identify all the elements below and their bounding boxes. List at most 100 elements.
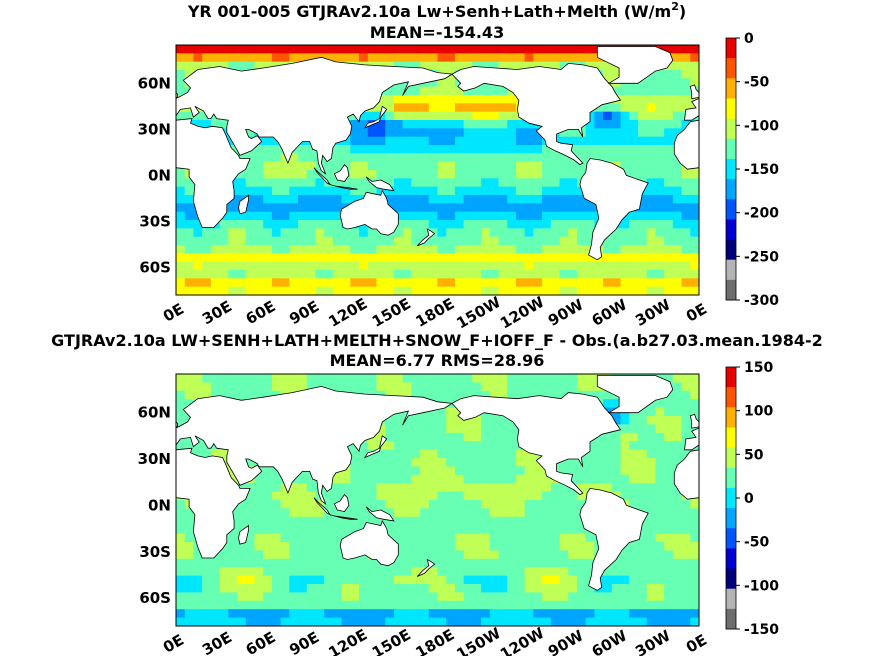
- map2-cell: [559, 575, 569, 585]
- map1-cell: [254, 220, 264, 229]
- map2-cell: [411, 600, 421, 610]
- map2-cell: [193, 550, 203, 560]
- map1-cell: [411, 120, 421, 129]
- map2-cell: [298, 567, 308, 577]
- map1-cell: [603, 236, 613, 246]
- map1-cell: [664, 86, 674, 96]
- map1-cell: [289, 178, 299, 188]
- map2-cell: [507, 542, 517, 551]
- map1-cell: [603, 145, 613, 154]
- map2-cell: [271, 584, 282, 593]
- map1-land-namerica: [451, 62, 622, 166]
- map1-cell: [515, 161, 526, 171]
- map1-cell: [446, 78, 456, 88]
- map2-cell: [489, 424, 500, 434]
- map1-cell: [324, 45, 334, 54]
- map1-cell: [672, 61, 683, 71]
- map1-cell: [646, 78, 657, 88]
- map1-cell: [664, 145, 674, 154]
- map2-cell: [507, 592, 517, 602]
- map1-cell: [681, 86, 691, 96]
- map1-cell: [454, 161, 465, 171]
- map1-cell: [515, 236, 526, 246]
- map2-cell: [376, 466, 386, 476]
- map1-cell: [690, 278, 699, 288]
- map1-cell: [515, 261, 526, 271]
- map2-cell: [411, 617, 421, 626]
- map1-cell: [219, 261, 229, 271]
- map2-cell: [263, 382, 273, 392]
- map1-cell: [672, 228, 683, 238]
- map1-cell: [437, 278, 447, 288]
- map1-cell: [324, 245, 334, 254]
- map1-cell: [428, 245, 439, 254]
- map1-cell: [393, 145, 404, 154]
- map1-cell: [481, 128, 491, 138]
- map2-cell: [420, 500, 430, 509]
- map2-cell: [376, 516, 386, 526]
- map1-cell: [681, 45, 691, 54]
- map2-cell: [202, 567, 212, 577]
- cbar2-swatch: [726, 407, 736, 428]
- map2-cell: [629, 542, 639, 551]
- map1-cell: [472, 95, 482, 104]
- map2-cell: [690, 542, 699, 551]
- map1-cell: [637, 228, 648, 238]
- map1-cell: [245, 178, 256, 188]
- map2-cell: [585, 466, 595, 476]
- map1-cell: [184, 286, 195, 295]
- map1-cell: [646, 128, 657, 138]
- map1-cell: [315, 286, 325, 295]
- map1-cell: [428, 220, 439, 229]
- map2-cell: [245, 390, 256, 400]
- map2-cell: [306, 500, 317, 509]
- map1-cell: [263, 195, 273, 204]
- map2-cell: [420, 458, 430, 467]
- map1-cell: [263, 270, 273, 279]
- map1-cell: [576, 253, 587, 263]
- map1-cell: [411, 278, 421, 288]
- map1-cell: [367, 261, 378, 271]
- map2-cell: [271, 617, 282, 626]
- map1-cell: [367, 136, 378, 146]
- map2-cell: [454, 382, 465, 392]
- map2-cell: [411, 592, 421, 602]
- map1-cell: [376, 286, 386, 295]
- map1-xtick: 120W: [497, 293, 548, 333]
- map2-cell: [498, 592, 508, 602]
- map2-cell: [393, 483, 404, 493]
- map2-cell: [507, 584, 517, 593]
- map2-cell: [428, 432, 439, 442]
- map2-cell: [402, 617, 412, 626]
- map1-cell: [202, 53, 212, 63]
- map2-cell: [402, 525, 412, 535]
- map2-cell: [237, 592, 247, 602]
- map1-cell: [559, 136, 569, 146]
- map2-cell: [454, 516, 465, 526]
- map1-cell: [559, 236, 569, 246]
- map1-cell: [324, 195, 334, 204]
- map2-cell: [411, 508, 421, 518]
- map2-cell: [193, 558, 203, 568]
- map2-cell: [402, 516, 412, 526]
- map2-cell: [472, 483, 482, 493]
- map2-cell: [472, 491, 482, 501]
- map2-cell: [385, 525, 395, 535]
- map2-cell: [359, 617, 369, 626]
- map2-cell: [393, 516, 404, 526]
- map1-cell: [385, 136, 395, 146]
- map2-cell: [664, 449, 674, 459]
- map1-land-australia: [863, 191, 875, 236]
- map2-cell: [454, 424, 465, 434]
- map2-cell: [690, 424, 699, 434]
- map2-cell: [367, 617, 378, 626]
- map1-cell: [402, 270, 412, 279]
- map1-cell: [585, 278, 595, 288]
- map2-cell: [306, 474, 317, 484]
- map1-cell: [533, 261, 543, 271]
- map2-cell: [463, 416, 473, 425]
- map2-cell: [176, 508, 186, 518]
- map2-cell: [655, 441, 665, 451]
- map2-cell: [620, 600, 630, 610]
- map2-cell: [298, 592, 308, 602]
